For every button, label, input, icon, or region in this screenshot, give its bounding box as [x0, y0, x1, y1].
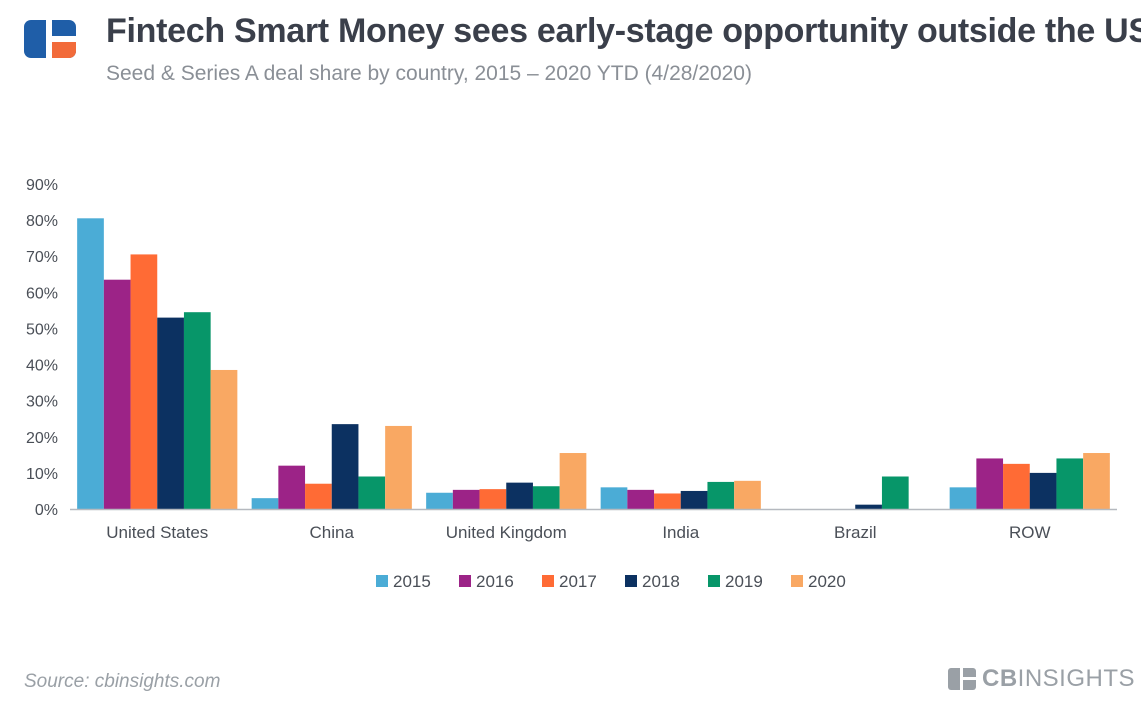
legend-label-2018: 2018	[642, 572, 680, 591]
bar-2019-china	[358, 476, 386, 509]
y-tick-label: 60%	[26, 285, 58, 302]
y-tick-label: 40%	[26, 358, 58, 375]
bar-2015-united-states	[77, 218, 104, 510]
legend-label-2017: 2017	[559, 572, 597, 591]
bar-2017-row	[1003, 463, 1030, 509]
bar-2020-china	[385, 425, 412, 509]
logo-divider-h	[46, 36, 76, 42]
y-tick-label: 50%	[26, 321, 58, 338]
bar-2015-india	[600, 487, 628, 509]
bar-2018-brazil	[855, 504, 882, 509]
cbinsights-mark-icon	[948, 668, 976, 690]
bar-2017-china	[305, 483, 332, 509]
brand-text-rest: INSIGHTS	[1017, 665, 1136, 692]
bar-2019-united-kingdom	[532, 486, 560, 509]
bar-2017-india	[654, 493, 681, 509]
bar-2016-india	[627, 489, 655, 509]
x-tick-label: United Kingdom	[446, 523, 567, 542]
y-tick-label: 90%	[26, 177, 58, 194]
legend-label-2019: 2019	[725, 572, 763, 591]
bar-2020-united-kingdom	[559, 453, 587, 509]
brand-text-bold: CB	[982, 665, 1018, 692]
bar-2015-united-kingdom	[426, 492, 453, 509]
legend-swatch-2017	[542, 575, 554, 587]
y-tick-label: 10%	[26, 466, 58, 483]
bar-2018-row	[1029, 472, 1057, 509]
y-tick-label: 80%	[26, 213, 58, 230]
bar-2019-united-states	[183, 312, 211, 509]
brand-text: CBINSIGHTS	[982, 665, 1135, 693]
chart-subtitle: Seed & Series A deal share by country, 2…	[106, 62, 752, 85]
x-tick-label: United States	[106, 523, 208, 542]
legend-swatch-2019	[708, 575, 720, 587]
bar-2019-india	[707, 481, 735, 509]
legend-swatch-2015	[376, 575, 388, 587]
bar-2016-china	[278, 465, 306, 509]
logo-orange-quadrant	[52, 42, 76, 58]
y-tick-label: 30%	[26, 394, 58, 411]
cbinsights-wordmark: CBINSIGHTS	[948, 665, 1135, 693]
cbinsights-logo	[24, 20, 76, 58]
bar-2018-united-states	[157, 317, 184, 509]
logo-divider-v	[46, 20, 52, 58]
bar-2016-row	[976, 458, 1004, 509]
bar-2017-united-states	[130, 254, 158, 509]
y-tick-label: 70%	[26, 249, 58, 266]
y-tick-label: 0%	[35, 502, 58, 519]
bar-2020-india	[734, 480, 761, 509]
bar-2020-united-states	[210, 369, 238, 509]
x-tick-label: Brazil	[834, 523, 877, 542]
legend-label-2016: 2016	[476, 572, 514, 591]
bar-2015-row	[949, 487, 977, 509]
bar-2016-united-kingdom	[452, 489, 480, 509]
bar-2018-india	[680, 490, 708, 509]
legend-label-2015: 2015	[393, 572, 431, 591]
legend-swatch-2016	[459, 575, 471, 587]
x-tick-label: China	[310, 523, 355, 542]
y-tick-label: 20%	[26, 430, 58, 447]
x-tick-label: India	[662, 523, 699, 542]
bar-2018-united-kingdom	[506, 482, 533, 509]
bar-2019-brazil	[881, 476, 909, 509]
bar-2017-united-kingdom	[479, 489, 507, 509]
x-tick-label: ROW	[1009, 523, 1051, 542]
source-note: Source: cbinsights.com	[24, 671, 221, 692]
bar-2020-row	[1083, 453, 1110, 509]
chart-title: Fintech Smart Money sees early-stage opp…	[106, 12, 1141, 50]
legend-label-2020: 2020	[808, 572, 846, 591]
bar-2016-united-states	[103, 279, 131, 509]
bar-2019-row	[1056, 458, 1084, 509]
bar-2015-china	[251, 498, 279, 509]
bar-2018-china	[331, 424, 359, 509]
legend-swatch-2020	[791, 575, 803, 587]
legend-swatch-2018	[625, 575, 637, 587]
